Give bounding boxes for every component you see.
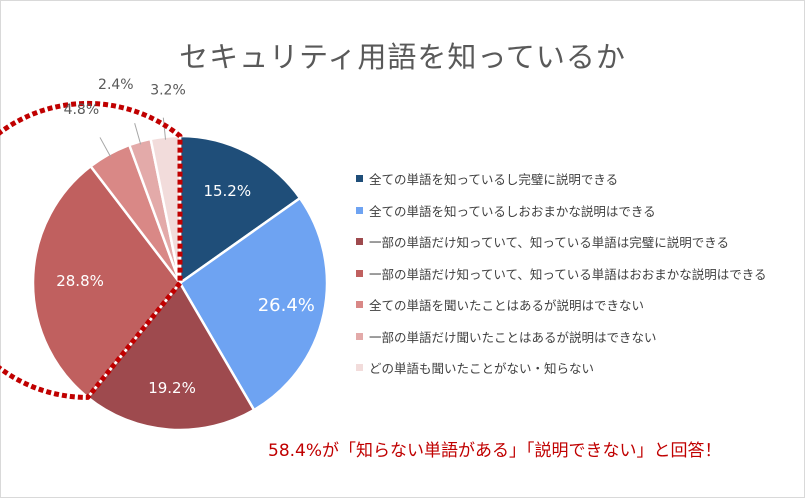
data-label-4: 28.8%: [56, 272, 104, 290]
legend-item-2: 全ての単語を知っているしおおまかな説明はできる: [356, 195, 796, 227]
leader-line-7: [162, 117, 167, 140]
legend-item-1: 全ての単語を知っているし完璧に説明できる: [356, 163, 796, 195]
legend: 全ての単語を知っているし完璧に説明できる全ての単語を知っているしおおまかな説明は…: [356, 163, 796, 384]
legend-item-7: どの単語も聞いたことがない・知らない: [356, 352, 796, 384]
pie-slice-2: [178, 196, 329, 412]
legend-label: どの単語も聞いたことがない・知らない: [369, 361, 595, 377]
legend-swatch: [356, 269, 363, 277]
legend-item-4: 一部の単語だけ知っていて、知っている単語はおおまかな説明はできる: [356, 258, 796, 290]
legend-label: 一部の単語だけ聞いたことはあるが説明はできない: [369, 329, 657, 345]
legend-swatch: [356, 206, 363, 214]
legend-label: 全ての単語を聞いたことはあるが説明はできない: [369, 298, 645, 314]
data-label-2: 26.4%: [258, 295, 315, 316]
legend-swatch: [356, 175, 363, 183]
legend-item-6: 一部の単語だけ聞いたことはあるが説明はできない: [356, 321, 796, 353]
legend-swatch: [356, 301, 363, 309]
legend-swatch: [356, 238, 363, 246]
legend-swatch: [356, 364, 363, 372]
highlight-outline: [0, 100, 183, 400]
legend-label: 全ての単語を知っているし完璧に説明できる: [369, 172, 619, 188]
annotation-note: 58.4%が「知らない単語がある」「説明できない」と回答！: [268, 441, 722, 461]
pie-slice-3: [85, 280, 256, 432]
legend-item-5: 全ての単語を聞いたことはあるが説明はできない: [356, 289, 796, 321]
legend-label: 一部の単語だけ知っていて、知っている単語は完璧に説明できる: [369, 235, 730, 251]
data-label-1: 15.2%: [203, 182, 251, 200]
leader-line-6: [134, 123, 142, 145]
data-label-6: 2.4%: [98, 77, 134, 93]
chart-title: セキュリティ用語を知っているか: [179, 40, 626, 74]
pie-slice-4: [31, 164, 182, 400]
data-label-3: 19.2%: [148, 379, 196, 397]
legend-label: 一部の単語だけ知っていて、知っている単語はおおまかな説明はできる: [369, 266, 767, 282]
legend-item-3: 一部の単語だけ知っていて、知っている単語は完璧に説明できる: [356, 226, 796, 258]
leader-line-5: [99, 137, 112, 158]
data-label-5: 4.8%: [64, 102, 100, 118]
data-label-7: 3.2%: [150, 83, 186, 99]
legend-label: 全ての単語を知っているしおおまかな説明はできる: [369, 203, 656, 219]
pie-slice-1: [178, 134, 302, 286]
legend-swatch: [356, 332, 363, 340]
